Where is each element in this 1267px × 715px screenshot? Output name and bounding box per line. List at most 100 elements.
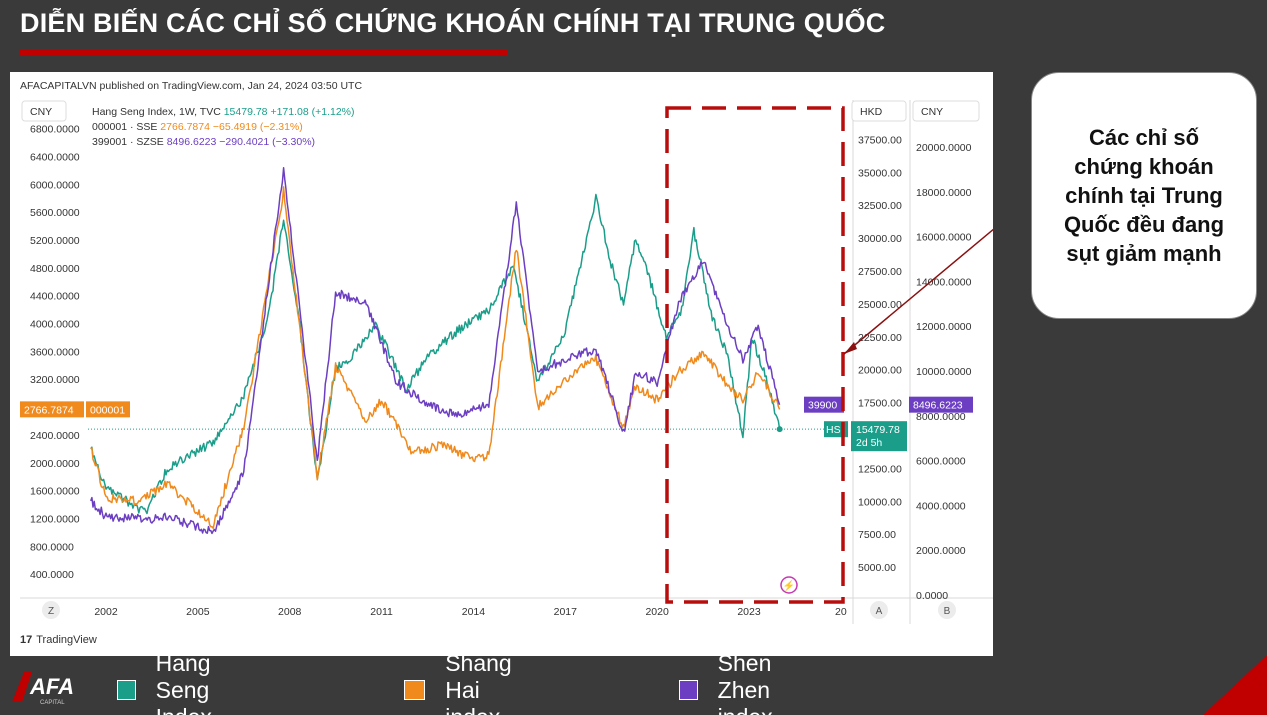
legend-label-shen-zhen: Shen Zhen index	[717, 649, 773, 715]
mid-axis-tick: 20000.00	[858, 365, 902, 377]
logo-text: AFA	[29, 674, 74, 699]
tradingview-glyph: 17	[20, 634, 33, 646]
right-axis-tick: 10000.0000	[916, 366, 972, 378]
legend-label-shang-hai: Shang Hai index	[445, 649, 512, 715]
mid-axis-tick: 37500.00	[858, 134, 902, 146]
series-header-1: 000001 · SSE 2766.7874 −65.4919 (−2.31%)	[92, 121, 303, 133]
hsi-countdown: 2d 5h	[856, 437, 882, 449]
left-axis-tick: 6800.0000	[30, 124, 80, 136]
mid-axis-tick: 7500.00	[858, 529, 896, 541]
flash-icon-circle	[780, 576, 798, 594]
legend-item-hang-seng: Hang Seng Index	[117, 650, 233, 715]
legend-swatch-hang-seng	[117, 680, 136, 700]
x-axis-tick: 2023	[737, 606, 761, 618]
left-axis-tick: 1600.0000	[30, 486, 80, 498]
left-axis-tick: 6000.0000	[30, 179, 80, 191]
flash-icon: ⚡	[783, 579, 795, 592]
left-axis-tick: 5200.0000	[30, 235, 80, 247]
mid-axis-tick: 35000.00	[858, 167, 902, 179]
afa-logo: AFA CAPITAL	[10, 668, 90, 711]
callout-box: Các chỉ số chứng khoán chính tại Trung Q…	[1031, 72, 1257, 319]
mid-axis-tick: 12500.00	[858, 463, 902, 475]
x-axis-tick: 2008	[278, 606, 302, 618]
button-a-circle	[870, 601, 888, 619]
grid-layer	[20, 100, 993, 624]
series-header-name: 399001 · SZSE	[92, 136, 167, 148]
left-axis-tick: 3200.0000	[30, 374, 80, 386]
currency-mid-box	[851, 100, 907, 122]
currency-right-box	[912, 100, 980, 122]
right-axis-tick: 8000.0000	[916, 411, 966, 423]
mid-axis-tick: 17500.00	[858, 398, 902, 410]
button-z: Z	[48, 606, 54, 617]
button-b: B	[944, 606, 951, 617]
series-header-0: Hang Seng Index, 1W, TVC 15479.78 +171.0…	[92, 106, 355, 118]
chart-svg: 400.0000 800.0000 1200.0000 1600.0000 2000.0…	[20, 100, 993, 624]
title-underline	[20, 50, 507, 56]
legend-label-hang-seng: Hang Seng Index	[155, 649, 212, 715]
legend-item-shen-zhen: Shen Zhen index	[679, 650, 794, 715]
mid-axis-tick: 30000.00	[858, 233, 902, 245]
x-axis-tick: 2011	[370, 606, 393, 618]
szse-symbol-tag: 39900	[808, 400, 837, 412]
sse-price-tag: 2766.7874	[24, 404, 74, 416]
callout-arrow-line	[843, 228, 993, 355]
right-axis-tick: 0.0000	[916, 590, 948, 602]
mid-axis-tick: 32500.00	[858, 200, 902, 212]
right-axis-tick: 6000.0000	[916, 456, 966, 468]
currency-left-box	[21, 100, 67, 122]
series-header-name: Hang Seng Index, 1W, TVC	[92, 106, 224, 118]
series-header-last: 15479.78	[224, 106, 271, 118]
szse-price-tag: 8496.6223	[913, 400, 963, 412]
mid-axis-tick: 22500.00	[858, 332, 902, 344]
published-info: AFACAPITALVN published on TradingView.co…	[20, 80, 363, 92]
x-axis-tick: 2014	[462, 606, 486, 618]
legend-swatch-shen-zhen	[679, 680, 698, 700]
left-axis-tick: 6400.0000	[30, 151, 80, 163]
right-axis-tick: 16000.0000	[916, 232, 972, 244]
sse-price-tag-bg	[20, 401, 84, 418]
left-axis-tick: 1200.0000	[30, 513, 80, 525]
mid-axis-tick: 5000.00	[858, 562, 896, 574]
left-axis-tick: 2000.0000	[30, 458, 80, 470]
callout-arrowhead	[844, 342, 857, 354]
tradingview-brand: TradingView	[36, 634, 97, 646]
szse-symbol-tag-bg	[804, 396, 844, 413]
left-axis-tick: 400.0000	[30, 569, 74, 581]
x-axis-tick: 2017	[554, 606, 578, 618]
chart-panel: AFACAPITALVN published on TradingView.co…	[10, 72, 993, 656]
hsi-symbol-tag: HSI	[826, 424, 844, 436]
left-axis-tick: 4800.0000	[30, 263, 80, 275]
x-axis-tick: 20	[835, 606, 847, 618]
hsi-price-tag: 15479.78	[856, 424, 900, 436]
sse-symbol-tag-bg	[86, 401, 130, 418]
button-b-circle	[938, 601, 956, 619]
right-axis-tick: 12000.0000	[916, 321, 972, 333]
callout-text: Các chỉ số chứng khoán chính tại Trung Q…	[1063, 124, 1225, 267]
series-header-name: 000001 · SSE	[92, 121, 160, 133]
right-axis-tick: 20000.0000	[916, 142, 972, 154]
x-axis-tick: 2020	[645, 606, 669, 618]
x-axis-tick: 2002	[94, 606, 118, 618]
afa-logo-icon: AFA CAPITAL	[12, 672, 74, 706]
logo-subtext: CAPITAL	[40, 700, 65, 706]
corner-accent	[1203, 655, 1267, 715]
slide-title: DIỄN BIẾN CÁC CHỈ SỐ CHỨNG KHOÁN CHÍNH T…	[20, 8, 886, 38]
hsi-price-tag-bg	[851, 421, 907, 452]
left-axis-tick: 4000.0000	[30, 319, 80, 331]
right-axis-tick: 14000.0000	[916, 276, 972, 288]
left-axis-tick: 2400.0000	[30, 430, 80, 442]
legend-item-shang-hai: Shang Hai index	[404, 650, 531, 715]
left-axis-tick: 5600.0000	[30, 207, 80, 219]
left-axis-tick: 3600.0000	[30, 346, 80, 358]
legend-swatch-shang-hai	[404, 680, 426, 700]
currency-right: CNY	[921, 106, 943, 118]
currency-left: CNY	[30, 106, 52, 118]
series-header-2: 399001 · SZSE 8496.6223 −290.4021 (−3.30…	[92, 136, 315, 148]
axis-layer: 400.0000 800.0000 1200.0000 1600.0000 2000.0…	[20, 100, 980, 619]
focus-rectangle	[665, 106, 845, 604]
series-header-change: +171.08 (+1.12%)	[270, 106, 354, 118]
hsi-last-point	[776, 426, 783, 433]
series-layer	[89, 167, 783, 535]
mid-axis-tick: 27500.00	[858, 266, 902, 278]
